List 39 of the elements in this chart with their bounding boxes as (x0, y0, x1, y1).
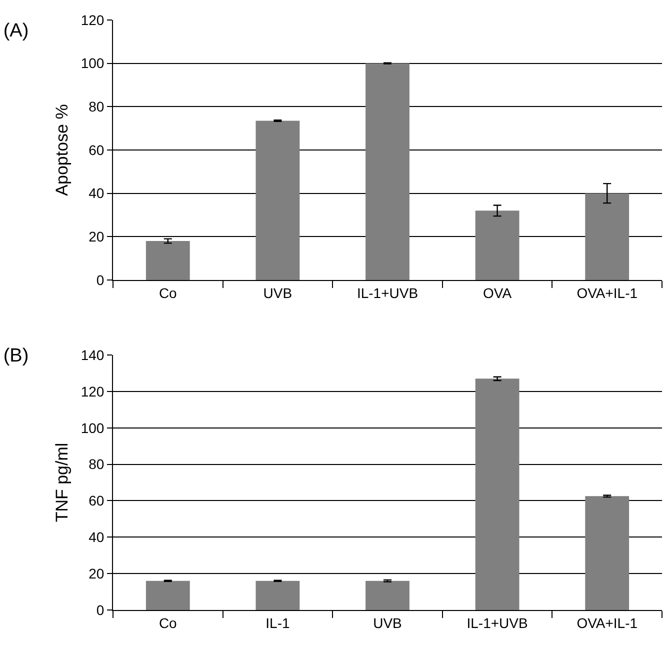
x-tick-label: OVA+IL-1 (576, 614, 638, 631)
x-tick-label: Co (158, 614, 178, 631)
x-tick-label: IL-1+UVB (356, 284, 418, 301)
bar (146, 580, 190, 610)
bar (366, 63, 410, 280)
bar (146, 241, 190, 280)
x-tick-label: IL-1 (266, 614, 290, 631)
y-tick-label: 100 (80, 55, 104, 72)
chart-title: (A) (3, 20, 29, 42)
y-tick-label: 20 (88, 228, 104, 245)
bar (256, 580, 300, 610)
bar (475, 378, 520, 610)
y-tick-label: 80 (88, 98, 104, 115)
y-tick-label: 60 (88, 492, 104, 509)
y-tick-label: 40 (88, 185, 104, 202)
y-tick-label: 120 (80, 383, 104, 400)
y-tick-label: 100 (80, 420, 104, 436)
y-axis-title: Apoptose % (52, 104, 72, 196)
x-tick-label: IL-1+UVB (466, 614, 528, 631)
y-tick-label: 0 (96, 602, 104, 618)
y-tick-label: 120 (80, 12, 104, 28)
y-tick-label: 0 (96, 272, 104, 288)
x-tick-label: Co (158, 284, 178, 301)
bar (366, 580, 410, 610)
bar (256, 120, 300, 280)
y-tick-label: 60 (88, 142, 104, 158)
x-tick-label: UVB (373, 614, 402, 631)
y-tick-label: 40 (88, 529, 104, 546)
y-axis-title: TNF pg/ml (52, 442, 72, 522)
bar (585, 496, 630, 610)
y-tick-label: 20 (88, 565, 104, 582)
x-tick-label: OVA (483, 284, 512, 301)
chart-title: (B) (3, 346, 29, 367)
x-tick-label: OVA+IL-1 (576, 284, 638, 301)
y-tick-label: 80 (88, 456, 104, 472)
x-tick-label: UVB (263, 284, 292, 301)
bar (475, 210, 520, 280)
y-tick-label: 140 (80, 346, 104, 363)
bar (585, 193, 630, 280)
